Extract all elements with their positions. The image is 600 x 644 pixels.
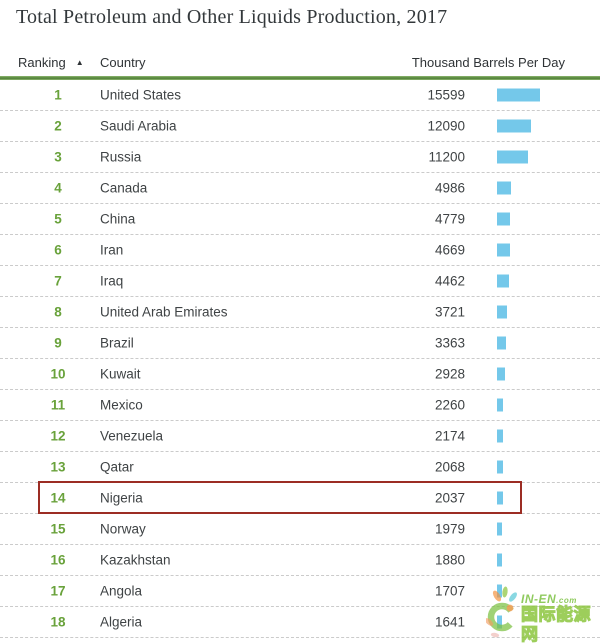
table-row[interactable]: 13 Qatar 2068 [0,452,600,483]
table-row[interactable]: 8 United Arab Emirates 3721 [0,297,600,328]
value-cell: 1880 [434,552,465,568]
value-cell: 2928 [434,366,465,382]
rank-cell: 16 [50,552,66,568]
table-row[interactable]: 3 Russia 11200 [0,142,600,173]
table-row[interactable]: 6 Iran 4669 [0,235,600,266]
country-cell: Kazakhstan [100,552,171,568]
country-cell: United Arab Emirates [100,304,228,320]
table-row[interactable]: 1 United States 15599 [0,80,600,111]
table-row[interactable]: 5 China 4779 [0,204,600,235]
country-cell: Norway [100,521,146,537]
column-header-ranking[interactable]: Ranking ▲ [18,55,84,70]
column-header-country[interactable]: Country [100,55,146,70]
value-cell: 2037 [434,490,465,506]
table-row[interactable]: 16 Kazakhstan 1880 [0,545,600,576]
ranking-header-label: Ranking [18,55,66,70]
value-cell: 4779 [434,211,465,227]
country-cell: Venezuela [100,428,164,444]
rank-cell: 14 [50,490,66,506]
value-bar [497,336,506,350]
value-cell: 4669 [434,242,465,258]
value-bar [497,553,502,567]
country-cell: Iraq [100,273,124,289]
value-cell: 2174 [434,428,465,444]
value-bar [497,305,507,319]
country-cell: Saudi Arabia [100,118,177,134]
table-row[interactable]: 9 Brazil 3363 [0,328,600,359]
table-row[interactable]: 2 Saudi Arabia 12090 [0,111,600,142]
country-cell: Russia [100,149,142,165]
table-header: Ranking ▲ Country Thousand Barrels Per Da… [0,52,600,76]
country-cell: Canada [100,180,148,196]
value-cell: 1641 [434,614,465,630]
rank-cell: 5 [54,211,62,227]
page-title: Total Petroleum and Other Liquids Produc… [16,6,448,28]
rank-cell: 3 [54,149,62,165]
rank-cell: 4 [54,180,62,196]
value-cell: 1707 [434,583,465,599]
rank-cell: 9 [54,335,62,351]
value-bar [497,584,502,598]
value-bar [497,150,528,164]
rank-cell: 13 [50,459,66,475]
value-bar [497,212,510,226]
value-cell: 1979 [434,521,465,537]
country-cell: Mexico [100,397,143,413]
value-bar [497,615,502,629]
rank-cell: 1 [54,87,62,103]
table-row[interactable]: 18 Algeria 1641 [0,607,600,638]
value-bar [497,398,503,412]
country-cell: United States [100,87,182,103]
value-cell: 2260 [434,397,465,413]
rank-cell: 7 [54,273,62,289]
value-bar [497,522,502,536]
value-bar [497,88,540,102]
country-cell: China [100,211,136,227]
value-cell: 3363 [434,335,465,351]
table-row[interactable]: 4 Canada 4986 [0,173,600,204]
value-cell: 4462 [434,273,465,289]
rank-cell: 18 [50,614,66,630]
rank-cell: 10 [50,366,66,382]
sort-ascending-icon[interactable]: ▲ [75,58,84,67]
rank-cell: 17 [50,583,66,599]
table-row[interactable]: 15 Norway 1979 [0,514,600,545]
table-row[interactable]: 14 Nigeria 2037 [0,481,600,514]
country-cell: Brazil [100,335,134,351]
table-row[interactable]: 10 Kuwait 2928 [0,359,600,390]
table-row[interactable]: 17 Angola 1707 [0,576,600,607]
table-row[interactable]: 11 Mexico 2260 [0,390,600,421]
column-header-value[interactable]: Thousand Barrels Per Day [411,55,565,70]
header-divider [0,76,600,80]
country-cell: Qatar [100,459,134,475]
value-bar [497,460,503,474]
value-cell: 2068 [434,459,465,475]
rank-cell: 6 [54,242,62,258]
rank-cell: 11 [50,397,66,413]
rank-cell: 8 [54,304,62,320]
value-cell: 12090 [427,118,465,134]
country-cell: Iran [100,242,124,258]
value-cell: 3721 [434,304,465,320]
value-cell: 4986 [434,180,465,196]
value-cell: 11200 [428,149,465,165]
ranking-table: 1 United States 15599 2 Saudi Arabia 120… [0,80,600,638]
value-bar [497,491,503,505]
table-row[interactable]: 12 Venezuela 2174 [0,421,600,452]
table-row[interactable]: 7 Iraq 4462 [0,266,600,297]
value-bar [497,274,509,288]
value-cell: 15599 [427,87,465,103]
rank-cell: 12 [50,428,66,444]
value-bar [497,181,511,195]
country-cell: Angola [100,583,143,599]
value-bar [497,367,505,381]
rank-cell: 2 [54,118,62,134]
value-bar [497,243,510,257]
country-cell: Algeria [100,614,143,630]
value-bar [497,429,503,443]
country-cell: Nigeria [100,490,143,506]
country-cell: Kuwait [100,366,141,382]
value-bar [497,119,531,133]
rank-cell: 15 [50,521,66,537]
